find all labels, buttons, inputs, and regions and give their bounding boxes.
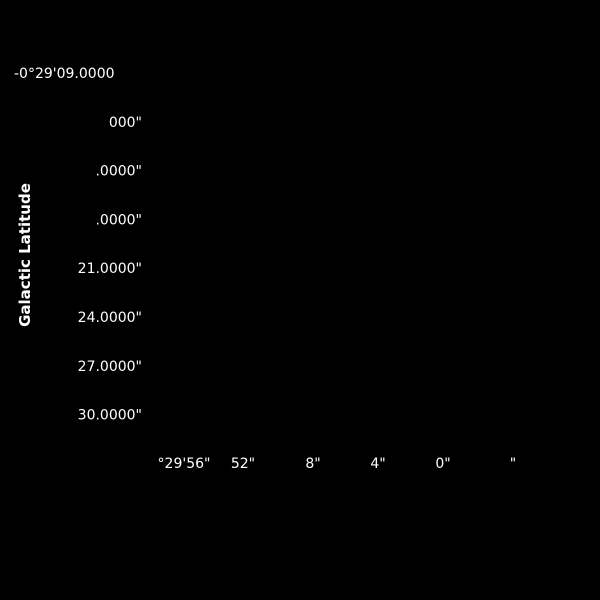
y-axis-ticks: -0°29'09.0000 000" .0000" .0000" 21.0000" 24.…	[13, 65, 142, 424]
y-tick-label: 30.0000"	[78, 408, 142, 424]
x-tick-label: 4"	[370, 456, 385, 472]
x-tick-label: 52"	[231, 456, 255, 472]
y-tick-label: 24.0000"	[78, 310, 142, 326]
x-axis-ticks: °29'56" 52" 8" 4" 0" "	[157, 455, 517, 472]
x-tick-label: 0"	[435, 456, 450, 472]
x-tick-label: 8"	[305, 456, 320, 472]
y-axis-label: Galactic Latitude	[16, 183, 34, 327]
y-tick-label: 27.0000"	[78, 359, 142, 375]
y-tick-label: 000"	[109, 115, 142, 131]
x-tick-label: "	[510, 456, 516, 472]
y-tick-label: -0°29'09.0000	[14, 66, 115, 82]
y-tick-label: .0000"	[95, 212, 142, 228]
y-tick-label: 21.0000"	[78, 261, 142, 277]
x-tick-label: °29'56"	[158, 456, 211, 472]
y-tick-label: .0000"	[95, 164, 142, 180]
